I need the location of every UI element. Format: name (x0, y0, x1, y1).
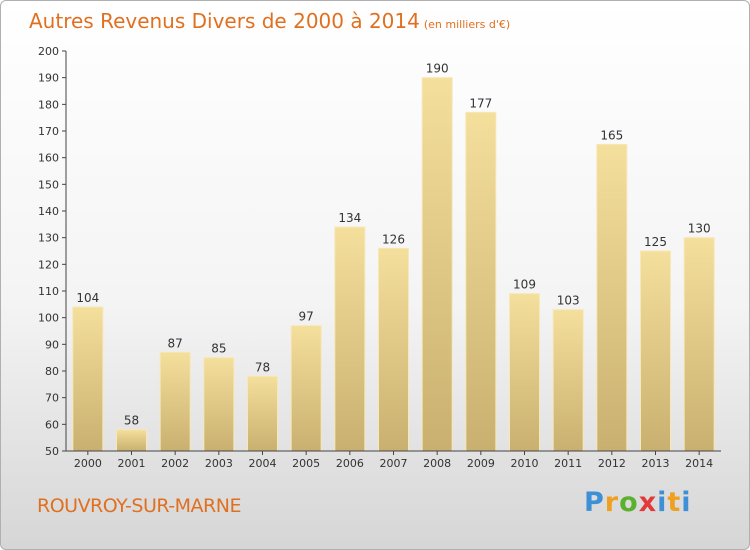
x-tick-label-2002: 2002 (161, 457, 189, 470)
y-tick-label-70: 70 (45, 392, 59, 405)
bar-2012 (596, 143, 628, 452)
chart-title-text: Autres Revenus Divers de 2000 à 2014 (29, 9, 420, 33)
y-tick-label-110: 110 (38, 285, 59, 298)
x-tick-label-2010: 2010 (511, 457, 539, 470)
y-tick-label-50: 50 (45, 445, 59, 458)
value-label-2011: 103 (557, 294, 580, 308)
x-tick-label-2008: 2008 (423, 457, 451, 470)
x-tick-label-2006: 2006 (336, 457, 364, 470)
bar-2005 (290, 325, 322, 452)
bars-group: 104 58 87 85 78 97 134 126 190 177 109 103 165 125 130 (72, 62, 715, 452)
chart-title: Autres Revenus Divers de 2000 à 2014 (en … (29, 9, 510, 33)
x-tick-label-2012: 2012 (598, 457, 626, 470)
value-label-2001: 58 (124, 414, 139, 428)
commune-name: ROUVROY-SUR-MARNE (37, 495, 241, 517)
y-tick-label-200: 200 (38, 45, 59, 58)
x-tick-label-2001: 2001 (118, 457, 146, 470)
y-tick-label-90: 90 (45, 338, 59, 351)
axes-group: 2000 2001 2002 2003 2004 2005 2006 2007 2008 2009… (38, 45, 721, 470)
x-tick-label-2000: 2000 (74, 457, 102, 470)
bar-2014 (683, 237, 715, 452)
x-tick-label-2005: 2005 (292, 457, 320, 470)
y-tick-label-80: 80 (45, 365, 59, 378)
value-label-2014: 130 (688, 222, 711, 236)
value-label-2005: 97 (299, 310, 314, 324)
y-tick-label-130: 130 (38, 232, 59, 245)
y-tick-label-120: 120 (38, 258, 59, 271)
x-tick-label-2013: 2013 (642, 457, 670, 470)
x-tick-label-2004: 2004 (249, 457, 277, 470)
y-tick-label-100: 100 (38, 312, 59, 325)
value-label-2000: 104 (76, 291, 99, 305)
y-tick-label-170: 170 (38, 125, 59, 138)
x-tick-label-2009: 2009 (467, 457, 495, 470)
bar-2007 (378, 247, 409, 452)
bar-2008 (421, 77, 453, 452)
value-label-2006: 134 (338, 211, 361, 225)
value-label-2013: 125 (644, 235, 667, 249)
y-tick-label-180: 180 (38, 98, 59, 111)
x-tick-label-2007: 2007 (380, 457, 408, 470)
bar-2011 (552, 309, 584, 452)
y-tick-label-140: 140 (38, 205, 59, 218)
bar-2001 (116, 429, 147, 452)
bar-2013 (640, 250, 671, 452)
bar-2003 (203, 357, 235, 452)
value-label-2003: 85 (211, 342, 226, 356)
bar-2002 (159, 351, 191, 452)
value-label-2009: 177 (469, 96, 492, 110)
bar-2009 (465, 111, 497, 452)
value-label-2012: 165 (600, 128, 623, 142)
bar-2000 (72, 306, 104, 452)
chart-unit: (en milliers d'€) (423, 18, 511, 31)
value-label-2004: 78 (255, 360, 270, 374)
value-label-2007: 126 (382, 232, 405, 246)
bar-2006 (334, 226, 366, 452)
y-tick-label-150: 150 (38, 178, 59, 191)
value-label-2008: 190 (426, 62, 449, 76)
y-tick-label-60: 60 (45, 418, 59, 431)
x-tick-label-2014: 2014 (685, 457, 713, 470)
value-label-2002: 87 (168, 336, 183, 350)
bar-2010 (509, 293, 540, 452)
y-tick-label-160: 160 (38, 152, 59, 165)
x-tick-label-2003: 2003 (205, 457, 233, 470)
value-label-2010: 109 (513, 278, 536, 292)
y-tick-label-190: 190 (38, 72, 59, 85)
proxiti-logo: Proxiti (584, 487, 692, 518)
bar-2004 (247, 375, 278, 452)
x-tick-label-2011: 2011 (554, 457, 582, 470)
